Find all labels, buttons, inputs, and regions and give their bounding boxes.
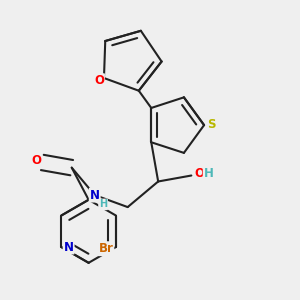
Text: S: S: [207, 118, 216, 130]
Text: O: O: [195, 167, 205, 180]
Text: H: H: [99, 200, 107, 209]
Text: O: O: [94, 74, 104, 87]
Text: N: N: [64, 241, 74, 254]
Text: Br: Br: [98, 242, 113, 255]
Text: H: H: [204, 167, 214, 180]
Text: N: N: [90, 189, 100, 202]
Text: O: O: [31, 154, 41, 167]
